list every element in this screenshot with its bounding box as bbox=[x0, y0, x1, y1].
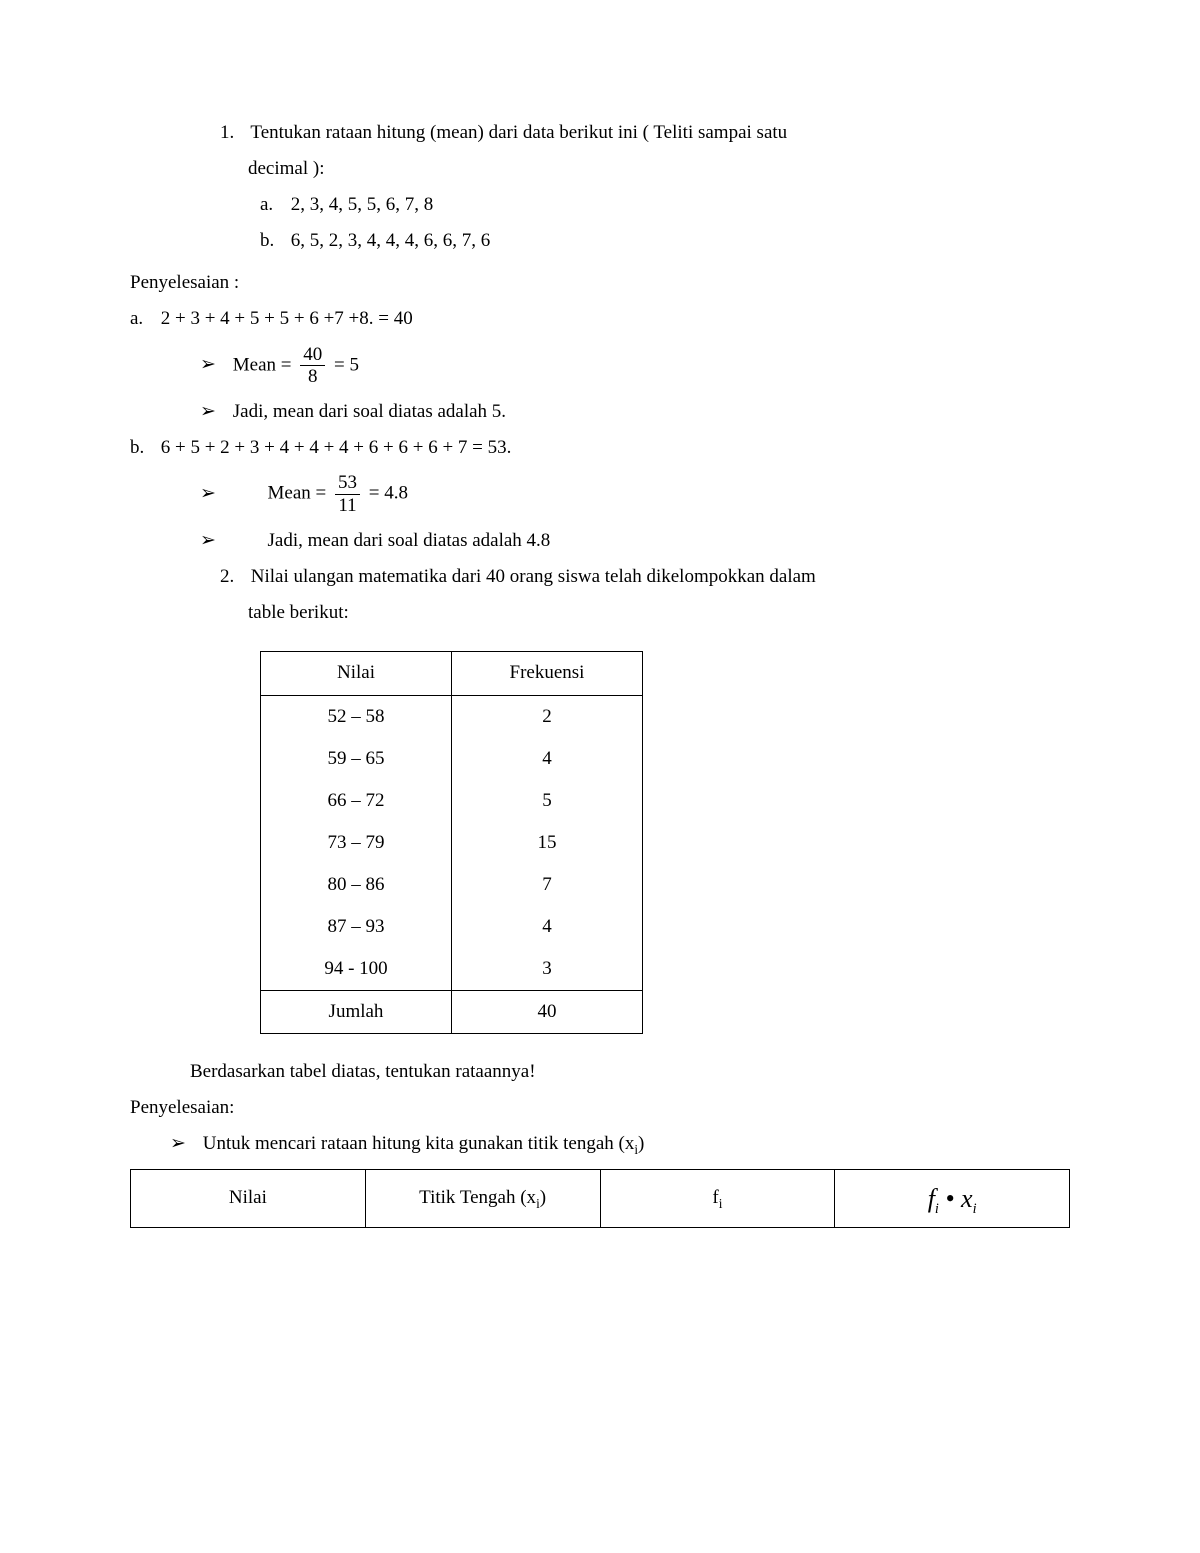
tf-total: 40 bbox=[452, 991, 643, 1034]
q1-b-label: b. bbox=[260, 223, 286, 259]
sol-b-mean-line: ➢ Mean = 53 11 = 4.8 bbox=[200, 472, 1070, 517]
cell-frekuensi: 3 bbox=[452, 948, 643, 991]
wth-fixi: fi • xi bbox=[835, 1169, 1070, 1227]
q1-line2: decimal ): bbox=[248, 158, 325, 179]
table-header-row: Nilai Titik Tengah (xi) fi fi • xi bbox=[131, 1169, 1070, 1227]
sol-b-frac-den: 11 bbox=[335, 495, 360, 517]
cell-nilai: 87 – 93 bbox=[261, 906, 452, 948]
page-content: 1. Tentukan rataan hitung (mean) dari da… bbox=[0, 0, 1200, 1288]
q1-line1: Tentukan rataan hitung (mean) dari data … bbox=[250, 122, 787, 143]
q1-b-data: 6, 5, 2, 3, 4, 4, 4, 6, 6, 7, 6 bbox=[291, 230, 491, 251]
q1-number: 1. bbox=[220, 115, 246, 151]
cell-nilai: 73 – 79 bbox=[261, 822, 452, 864]
table-row: 87 – 934 bbox=[261, 906, 643, 948]
cell-nilai: 80 – 86 bbox=[261, 864, 452, 906]
sol-a-frac-num: 40 bbox=[300, 344, 325, 367]
wth-titik-tengah: Titik Tengah (xi) bbox=[365, 1169, 600, 1227]
sol-a-frac-den: 8 bbox=[300, 366, 325, 388]
th-nilai: Nilai bbox=[261, 652, 452, 695]
cell-nilai: 94 - 100 bbox=[261, 948, 452, 991]
table-footer-row: Jumlah 40 bbox=[261, 991, 643, 1034]
sol-b-result: = 4.8 bbox=[369, 483, 408, 504]
sol-a-label: a. bbox=[130, 301, 156, 337]
sol-b-conclusion-line: ➢ Jadi, mean dari soal diatas adalah 4.8 bbox=[200, 523, 1070, 559]
wth-fi: fi bbox=[600, 1169, 835, 1227]
bullet-arrow-icon: ➢ bbox=[200, 483, 228, 506]
table-row: 73 – 7915 bbox=[261, 822, 643, 864]
q1-a-label: a. bbox=[260, 187, 286, 223]
th-frekuensi: Frekuensi bbox=[452, 652, 643, 695]
bullet-arrow-icon: ➢ bbox=[170, 1126, 198, 1162]
cell-nilai: 66 – 72 bbox=[261, 780, 452, 822]
cell-frekuensi: 4 bbox=[452, 906, 643, 948]
sol-a-mean-label: Mean = bbox=[233, 354, 292, 375]
table-row: 66 – 725 bbox=[261, 780, 643, 822]
solution-b-sum: b. 6 + 5 + 2 + 3 + 4 + 4 + 4 + 6 + 6 + 6… bbox=[130, 430, 1070, 466]
table-row: 52 – 582 bbox=[261, 695, 643, 738]
sol-b-fraction: 53 11 bbox=[335, 472, 360, 517]
table-row: 94 - 1003 bbox=[261, 948, 643, 991]
sol-b-expr: 6 + 5 + 2 + 3 + 4 + 4 + 4 + 6 + 6 + 6 + … bbox=[161, 437, 512, 458]
sol-a-expr: 2 + 3 + 4 + 5 + 5 + 6 +7 +8. = 40 bbox=[161, 308, 413, 329]
bullet-arrow-icon: ➢ bbox=[200, 523, 228, 559]
q1-item-b: b. 6, 5, 2, 3, 4, 4, 4, 6, 6, 7, 6 bbox=[130, 223, 1070, 259]
q2-number: 2. bbox=[220, 559, 246, 595]
solution-a-sum: a. 2 + 3 + 4 + 5 + 5 + 6 +7 +8. = 40 bbox=[130, 301, 1070, 337]
tf-label: Jumlah bbox=[261, 991, 452, 1034]
cell-frekuensi: 4 bbox=[452, 738, 643, 780]
q2-instruction: Berdasarkan tabel diatas, tentukan rataa… bbox=[130, 1054, 1070, 1090]
penyelesaian2-heading: Penyelesaian: bbox=[130, 1090, 1070, 1126]
q2-line2-wrap: table berikut: bbox=[130, 595, 1070, 631]
q1-line2-wrap: decimal ): bbox=[130, 151, 1070, 187]
sol-b-mean-label: Mean = bbox=[268, 483, 327, 504]
cell-frekuensi: 15 bbox=[452, 822, 643, 864]
question-1: 1. Tentukan rataan hitung (mean) dari da… bbox=[130, 115, 1070, 151]
table-row: 80 – 867 bbox=[261, 864, 643, 906]
step1-text: Untuk mencari rataan hitung kita gunakan… bbox=[203, 1133, 635, 1154]
bullet-arrow-icon: ➢ bbox=[200, 354, 228, 377]
q1-item-a: a. 2, 3, 4, 5, 5, 6, 7, 8 bbox=[130, 187, 1070, 223]
q1-a-data: 2, 3, 4, 5, 5, 6, 7, 8 bbox=[291, 194, 434, 215]
sol-b-label: b. bbox=[130, 430, 156, 466]
cell-frekuensi: 7 bbox=[452, 864, 643, 906]
q2-line1: Nilai ulangan matematika dari 40 orang s… bbox=[251, 566, 816, 587]
sol-a-result: = 5 bbox=[334, 354, 359, 375]
q2-line2: table berikut: bbox=[248, 602, 349, 623]
table-header-row: Nilai Frekuensi bbox=[261, 652, 643, 695]
cell-frekuensi: 2 bbox=[452, 695, 643, 738]
frequency-table: Nilai Frekuensi 52 – 58259 – 65466 – 725… bbox=[260, 651, 643, 1034]
sol-a-mean-line: ➢ Mean = 40 8 = 5 bbox=[200, 344, 1070, 389]
sol-b-conclusion: Jadi, mean dari soal diatas adalah 4.8 bbox=[268, 530, 551, 551]
penyelesaian-heading: Penyelesaian : bbox=[130, 265, 1070, 301]
cell-nilai: 59 – 65 bbox=[261, 738, 452, 780]
cell-nilai: 52 – 58 bbox=[261, 695, 452, 738]
bullet-arrow-icon: ➢ bbox=[200, 394, 228, 430]
cell-frekuensi: 5 bbox=[452, 780, 643, 822]
step-1-line: ➢ Untuk mencari rataan hitung kita gunak… bbox=[130, 1126, 1070, 1162]
question-2: 2. Nilai ulangan matematika dari 40 oran… bbox=[130, 559, 1070, 595]
sol-a-conclusion-line: ➢ Jadi, mean dari soal diatas adalah 5. bbox=[200, 394, 1070, 430]
step1-close: ) bbox=[638, 1133, 644, 1154]
wth-nilai: Nilai bbox=[131, 1169, 366, 1227]
sol-b-frac-num: 53 bbox=[335, 472, 360, 495]
table-row: 59 – 654 bbox=[261, 738, 643, 780]
sol-a-conclusion: Jadi, mean dari soal diatas adalah 5. bbox=[233, 401, 506, 422]
sol-a-fraction: 40 8 bbox=[300, 344, 325, 389]
calculation-table: Nilai Titik Tengah (xi) fi fi • xi bbox=[130, 1169, 1070, 1228]
